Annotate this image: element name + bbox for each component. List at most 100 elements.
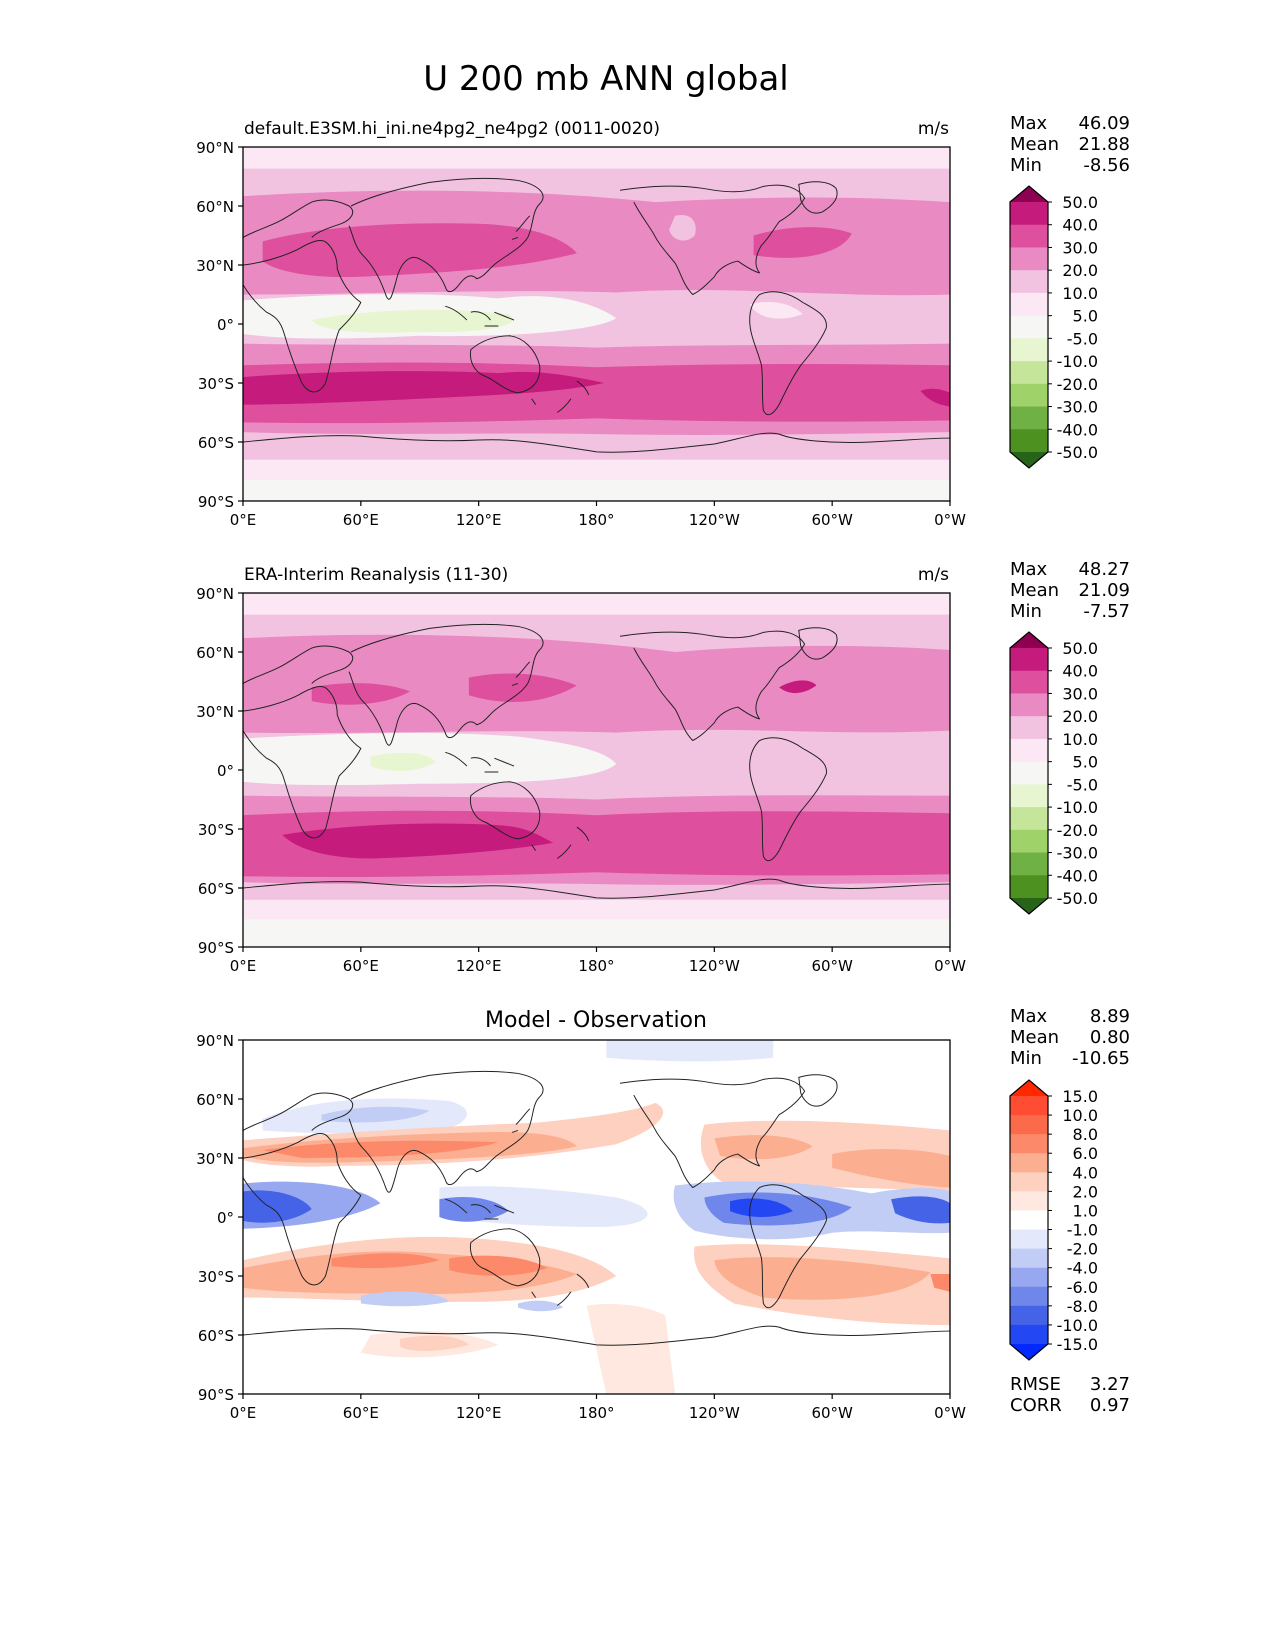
lat-tick-label: 90°S [198,939,234,957]
stat-label: Max [1010,1006,1048,1027]
colorbar-level-label: -5.0 [1067,329,1098,348]
colorbar-swatch [1010,429,1048,453]
colorbar-swatch [1010,761,1048,785]
colorbar-swatch [1010,1172,1048,1192]
lon-tick-label: 180° [578,957,614,975]
panel-units: m/s [918,565,949,585]
panel-center-title: Model - Observation [485,1008,707,1033]
lon-tick-label: 120°W [689,511,740,529]
colorbar-level-label: 8.0 [1073,1125,1098,1144]
colorbar-level-label: -10.0 [1057,798,1098,817]
colorbar-level-label: -50.0 [1057,443,1098,462]
lat-tick-label: 60°S [198,1327,234,1345]
colorbar-swatch [1010,292,1048,317]
colorbar-level-label: 30.0 [1062,684,1098,703]
colorbar-level-label: 50.0 [1062,639,1098,658]
stat-label: Mean [1010,580,1059,601]
lat-tick-label: 90°N [196,585,234,603]
lon-tick-label: 60°E [343,1404,379,1422]
colorbar-level-label: -40.0 [1057,866,1098,885]
colorbar-swatch [1010,716,1048,740]
colorbar-level-label: 10.0 [1062,284,1098,303]
colorbar-swatch [1010,202,1048,226]
stat-label: CORR [1010,1395,1062,1416]
lon-tick-label: 0°W [934,511,966,529]
stat-value: 46.09 [1078,113,1130,134]
lon-axis: 0°E 60°E 120°E 180° 120°W 60°W 0°W [230,947,966,975]
lat-tick-label: 90°S [198,1386,234,1404]
colorbar-level-label: -15.0 [1057,1335,1098,1354]
colorbar-level-label: 10.0 [1062,1106,1098,1125]
lon-tick-label: 180° [578,511,614,529]
map-reference [242,593,951,947]
lon-tick-label: 60°W [811,511,853,529]
stat-value: 8.89 [1090,1006,1130,1027]
colorbar-swatch [1010,338,1048,362]
panel-difference: Model - Observation 90°N 60°N 30°N 0° 30°S 60… [196,1006,1130,1422]
lat-axis: 90°N 60°N 30°N 0° 30°S 60°S 90°S [196,1032,243,1404]
lon-axis: 0°E 60°E 120°E 180° 120°W 60°W 0°W [230,1394,966,1422]
lat-tick-label: 30°S [198,375,234,393]
colorbar-level-label: -10.0 [1057,352,1098,371]
lon-tick-label: 120°E [456,1404,502,1422]
colorbar-extend-min [1010,898,1048,914]
lon-axis: 0°E 60°E 120°E 180° 120°W 60°W 0°W [230,501,966,529]
colorbar-swatch [1010,361,1048,385]
colorbar-extend-min [1010,1344,1048,1360]
colorbar-swatch [1010,784,1048,808]
colorbar-level-label: 5.0 [1073,753,1098,772]
colorbar-swatch [1010,1210,1048,1231]
lat-tick-label: 30°N [196,1150,234,1168]
lon-tick-label: 60°W [811,1404,853,1422]
colorbar-level-label: 50.0 [1062,193,1098,212]
colorbar-swatch [1010,315,1048,339]
colorbar-swatch [1010,224,1048,248]
colorbar-swatch [1010,1286,1048,1307]
lon-tick-label: 120°E [456,511,502,529]
stat-value: 0.97 [1090,1395,1130,1416]
colorbar-swatch [1010,270,1048,294]
colorbar-swatch [1010,1096,1048,1116]
stat-value: -7.57 [1083,601,1130,622]
colorbar-swatch [1010,1305,1048,1326]
colorbar-level-label: -5.0 [1067,775,1098,794]
colorbar-level-label: 15.0 [1062,1087,1098,1106]
colorbar-swatch [1010,1248,1048,1269]
colorbar-level-label: -20.0 [1057,375,1098,394]
lon-tick-label: 0°W [934,957,966,975]
stat-value: 21.09 [1078,580,1130,601]
colorbar-level-label: 4.0 [1073,1163,1098,1182]
lat-tick-label: 30°N [196,257,234,275]
stat-value: 48.27 [1078,559,1130,580]
colorbar-level-label: -40.0 [1057,420,1098,439]
lat-tick-label: 60°N [196,198,234,216]
colorbar-level-label: 40.0 [1062,662,1098,681]
colorbar-level-label: -2.0 [1067,1240,1098,1259]
lon-tick-label: 120°W [689,957,740,975]
panel-units: m/s [918,119,949,139]
colorbar: 15.010.08.06.04.02.01.0-1.0-2.0-4.0-6.0-… [1009,1079,1098,1361]
lat-tick-label: 30°S [198,1268,234,1286]
colorbar-extend-min [1010,452,1048,468]
lat-tick-label: 30°N [196,703,234,721]
lat-tick-label: 60°N [196,1091,234,1109]
colorbar-level-label: -6.0 [1067,1278,1098,1297]
colorbar-level-label: -1.0 [1067,1221,1098,1240]
stat-label: Max [1010,559,1048,580]
stat-label: Min [1010,155,1042,176]
map-test [242,147,951,501]
lat-tick-label: 0° [217,762,234,780]
lat-tick-label: 90°S [198,493,234,511]
stat-label: Max [1010,113,1048,134]
lon-tick-label: 0°E [230,1404,257,1422]
colorbar-level-label: -20.0 [1057,821,1098,840]
colorbar-level-label: 6.0 [1073,1144,1098,1163]
lon-tick-label: 0°E [230,957,257,975]
colorbar-level-label: -30.0 [1057,398,1098,417]
stats-block: Max 8.89 Mean 0.80 Min -10.65 [1010,1006,1130,1069]
colorbar-swatch [1010,1115,1048,1135]
stats-block: Max 48.27 Mean 21.09 Min -7.57 [1010,559,1130,622]
lon-tick-label: 0°E [230,511,257,529]
colorbar-level-label: 20.0 [1062,707,1098,726]
